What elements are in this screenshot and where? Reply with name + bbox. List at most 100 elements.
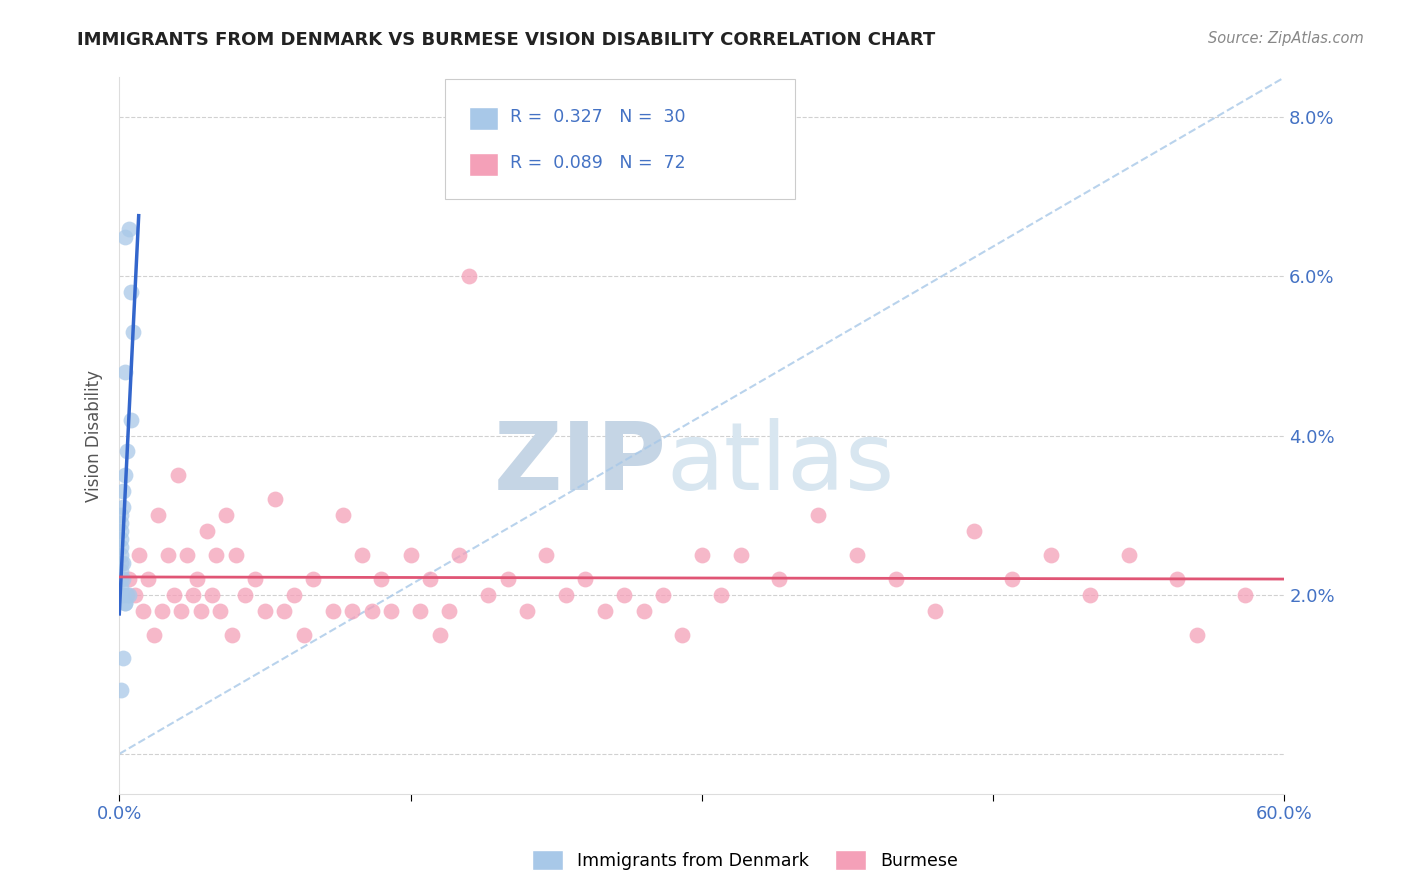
Point	[449, 548, 471, 562]
Point	[671, 627, 693, 641]
Point	[593, 604, 616, 618]
Point	[516, 604, 538, 618]
Point	[225, 548, 247, 562]
Point	[419, 572, 441, 586]
Point	[115, 588, 138, 602]
Point	[1118, 548, 1140, 562]
Point	[110, 540, 132, 554]
Point	[112, 556, 135, 570]
Point	[1166, 572, 1188, 586]
Point	[201, 588, 224, 602]
Point	[209, 604, 232, 618]
Point	[112, 484, 135, 499]
Point	[633, 604, 655, 618]
Point	[150, 604, 173, 618]
Point	[273, 604, 295, 618]
Point	[846, 548, 869, 562]
Point	[124, 588, 146, 602]
Point	[114, 365, 136, 379]
Point	[536, 548, 558, 562]
Point	[235, 588, 257, 602]
Point	[110, 508, 132, 523]
Point	[110, 572, 132, 586]
Point	[253, 604, 276, 618]
Point	[457, 269, 479, 284]
Point	[350, 548, 373, 562]
Text: IMMIGRANTS FROM DENMARK VS BURMESE VISION DISABILITY CORRELATION CHART: IMMIGRANTS FROM DENMARK VS BURMESE VISIO…	[77, 31, 935, 49]
Point	[118, 221, 141, 235]
Point	[1234, 588, 1257, 602]
Point	[370, 572, 392, 586]
Point	[181, 588, 204, 602]
Point	[118, 572, 141, 586]
Point	[110, 564, 132, 578]
Point	[1078, 588, 1101, 602]
Point	[768, 572, 790, 586]
Legend: Immigrants from Denmark, Burmese: Immigrants from Denmark, Burmese	[523, 841, 967, 879]
Point	[110, 524, 132, 538]
Point	[110, 516, 132, 530]
Point	[128, 548, 150, 562]
Point	[120, 285, 142, 300]
Point	[221, 627, 243, 641]
Point	[283, 588, 305, 602]
Point	[190, 604, 212, 618]
Point	[360, 604, 382, 618]
Point	[114, 229, 136, 244]
Point	[114, 468, 136, 483]
Point	[245, 572, 267, 586]
Text: Source: ZipAtlas.com: Source: ZipAtlas.com	[1208, 31, 1364, 46]
Point	[429, 627, 451, 641]
Point	[112, 500, 135, 515]
Point	[322, 604, 344, 618]
Point	[110, 588, 132, 602]
Point	[110, 532, 132, 546]
Point	[962, 524, 984, 538]
Point	[342, 604, 364, 618]
Y-axis label: Vision Disability: Vision Disability	[86, 369, 103, 501]
Point	[114, 596, 136, 610]
Point	[613, 588, 636, 602]
Point	[110, 683, 132, 698]
Text: atlas: atlas	[666, 418, 896, 510]
Point	[263, 492, 285, 507]
Point	[166, 468, 188, 483]
Point	[477, 588, 499, 602]
Point	[115, 444, 138, 458]
Text: ZIP: ZIP	[494, 418, 666, 510]
Point	[292, 627, 315, 641]
Point	[730, 548, 752, 562]
Point	[1040, 548, 1063, 562]
Point	[118, 588, 141, 602]
Point	[574, 572, 596, 586]
Point	[143, 627, 166, 641]
Point	[380, 604, 402, 618]
FancyBboxPatch shape	[468, 153, 498, 177]
Point	[110, 548, 132, 562]
Point	[131, 604, 153, 618]
Point	[112, 572, 135, 586]
Point	[170, 604, 193, 618]
Point	[710, 588, 733, 602]
FancyBboxPatch shape	[468, 107, 498, 129]
Point	[1001, 572, 1024, 586]
FancyBboxPatch shape	[446, 78, 794, 199]
Point	[138, 572, 160, 586]
Point	[120, 412, 142, 426]
Point	[114, 596, 136, 610]
Point	[156, 548, 179, 562]
Text: R =  0.327   N =  30: R = 0.327 N = 30	[509, 108, 685, 126]
Point	[205, 548, 228, 562]
Point	[1185, 627, 1208, 641]
Text: R =  0.089   N =  72: R = 0.089 N = 72	[509, 154, 685, 172]
Point	[112, 651, 135, 665]
Point	[186, 572, 208, 586]
Point	[112, 588, 135, 602]
Point	[884, 572, 907, 586]
Point	[807, 508, 830, 523]
Point	[690, 548, 713, 562]
Point	[110, 556, 132, 570]
Point	[195, 524, 218, 538]
Point	[302, 572, 325, 586]
Point	[554, 588, 576, 602]
